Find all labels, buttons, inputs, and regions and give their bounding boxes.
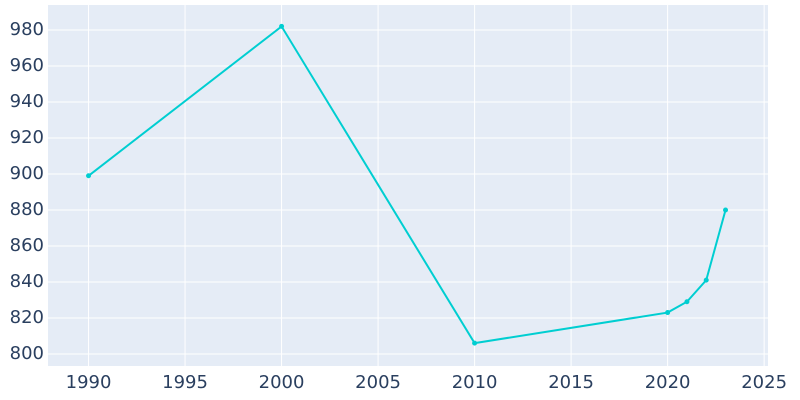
plot-area <box>48 5 768 366</box>
y-tick-label: 900 <box>10 163 44 184</box>
x-tick-label: 2000 <box>259 372 305 393</box>
x-tick-label: 2005 <box>355 372 401 393</box>
y-tick-label: 840 <box>10 271 44 292</box>
y-tick-label: 820 <box>10 307 44 328</box>
data-point <box>86 173 92 179</box>
y-tick-label: 860 <box>10 235 44 256</box>
y-tick-label: 880 <box>10 199 44 220</box>
data-point <box>665 310 671 316</box>
x-tick-label: 2025 <box>741 372 787 393</box>
y-tick-label: 980 <box>10 19 44 40</box>
data-point <box>684 299 690 305</box>
x-tick-label: 2010 <box>452 372 498 393</box>
x-tick-label: 2020 <box>645 372 691 393</box>
data-point <box>279 23 285 29</box>
y-tick-label: 940 <box>10 91 44 112</box>
y-tick-label: 920 <box>10 127 44 148</box>
x-tick-label: 1990 <box>66 372 112 393</box>
x-tick-label: 1995 <box>162 372 208 393</box>
data-point <box>723 207 729 213</box>
y-tick-label: 800 <box>10 343 44 364</box>
data-point <box>472 340 478 346</box>
y-tick-label: 960 <box>10 55 44 76</box>
x-tick-label: 2015 <box>548 372 594 393</box>
data-point <box>703 277 709 283</box>
